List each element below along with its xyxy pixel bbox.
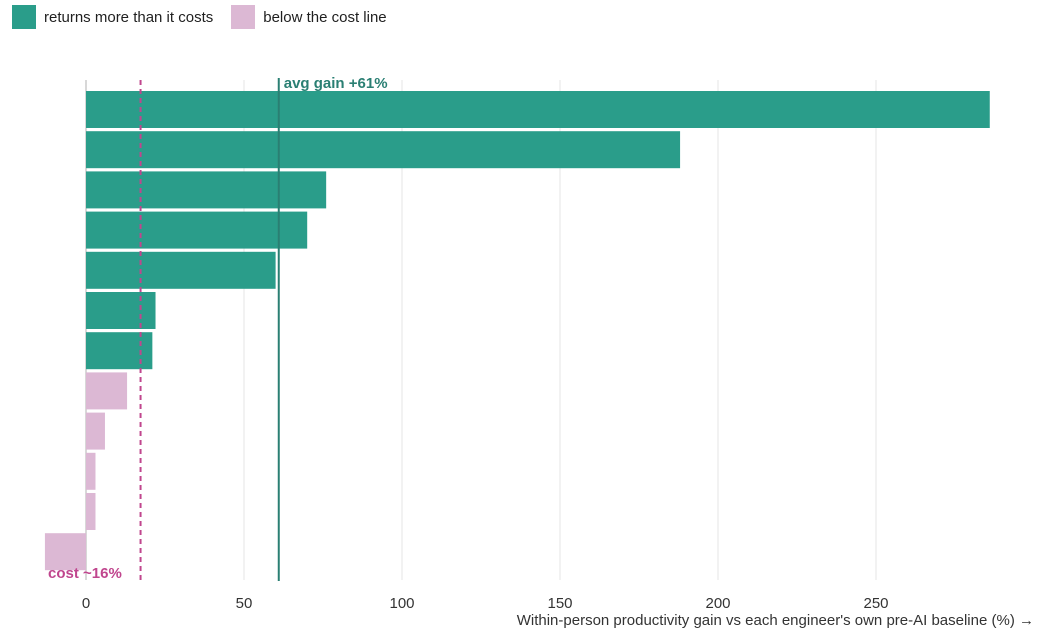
x-tick-label-200: 200 xyxy=(705,595,730,612)
x-tick-label-150: 150 xyxy=(547,595,572,612)
bar-2 xyxy=(86,131,681,169)
legend-item-above-cost: returns more than it costs xyxy=(12,5,213,29)
legend-swatch-below-cost xyxy=(231,5,256,29)
chart-legend: returns more than it costs below the cos… xyxy=(12,5,387,29)
bar-4 xyxy=(86,211,308,249)
x-axis-ticks: 0 50 100 150 200 250 xyxy=(82,595,889,612)
x-tick-label-50: 50 xyxy=(236,595,253,612)
bar-12 xyxy=(44,533,86,571)
reference-lines: avg gain +61% cost ~16% xyxy=(48,75,388,582)
legend-label-below-cost: below the cost line xyxy=(263,8,387,26)
avg-gain-label: avg gain +61% xyxy=(284,75,388,92)
bar-6 xyxy=(86,292,156,329)
x-axis-title: Within-person productivity gain vs each … xyxy=(517,612,1034,629)
bar-1 xyxy=(86,91,990,128)
x-tick-label-250: 250 xyxy=(863,595,888,612)
bar-10 xyxy=(86,452,96,490)
legend-item-below-cost: below the cost line xyxy=(231,5,387,29)
bars xyxy=(44,91,990,571)
bar-3 xyxy=(86,171,327,209)
cost-label: cost ~16% xyxy=(48,565,122,582)
bar-8 xyxy=(86,372,128,410)
x-tick-label-0: 0 xyxy=(82,595,90,612)
bar-9 xyxy=(86,412,105,450)
legend-label-above-cost: returns more than it costs xyxy=(44,8,214,26)
bar-7 xyxy=(86,332,153,370)
bar-11 xyxy=(86,493,96,530)
bar-5 xyxy=(86,251,276,289)
legend-swatch-above-cost xyxy=(12,5,36,29)
x-tick-label-100: 100 xyxy=(389,595,414,612)
